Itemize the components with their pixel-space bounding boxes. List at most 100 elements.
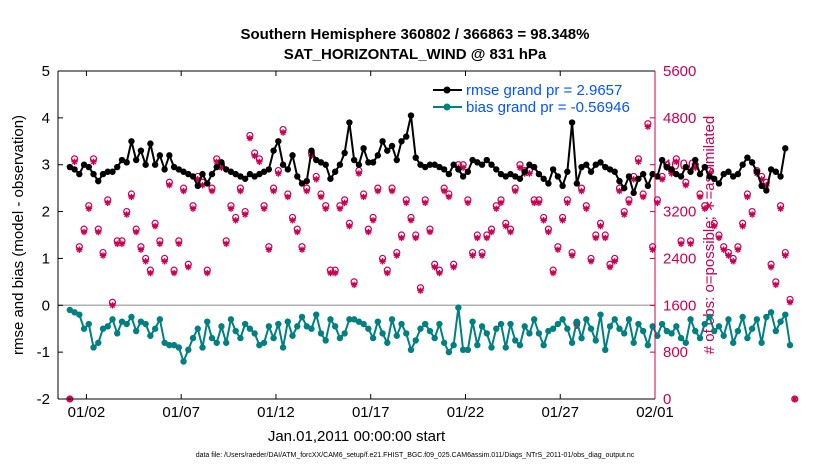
bias-point: [223, 339, 230, 346]
rmse-point: [151, 161, 159, 168]
bias-point: [592, 337, 599, 344]
obs-assimilated-point: [379, 258, 386, 265]
bias-point: [630, 339, 637, 346]
bias-point: [123, 320, 130, 328]
rmse-point: [507, 170, 514, 178]
rmse-point: [185, 170, 192, 178]
rmse-point: [516, 175, 524, 182]
obs-assimilated-point: [218, 164, 225, 171]
obs-assimilated-point: [175, 240, 183, 247]
x-tick-label: 01/12: [257, 404, 295, 421]
rmse-point: [227, 168, 235, 175]
obs-assimilated-point: [365, 228, 372, 236]
rmse-point: [526, 161, 533, 168]
bias-point: [673, 323, 680, 330]
obs-assimilated-point: [530, 199, 538, 206]
rmse-point: [393, 156, 400, 164]
obs-assimilated-point: [568, 252, 576, 259]
bias-point: [758, 339, 765, 346]
obs-assimilated-point: [758, 176, 765, 183]
bias-point: [275, 320, 282, 328]
rmse-point: [71, 166, 78, 173]
obs-assimilated-point: [227, 205, 235, 212]
bias-point: [535, 330, 543, 337]
obs-assimilated-point: [137, 246, 145, 253]
bias-point: [393, 332, 400, 339]
obs-assimilated-point: [237, 187, 244, 195]
bias-point: [512, 337, 519, 344]
bias-point: [616, 325, 623, 332]
bias-point: [327, 316, 334, 323]
rmse-point: [422, 163, 429, 171]
rmse-point: [663, 163, 671, 171]
obs-assimilated-point: [748, 211, 756, 218]
rmse-point: [208, 170, 216, 178]
rmse-point: [535, 170, 543, 178]
obs-assimilated-point: [294, 228, 301, 236]
obs-assimilated-point: [185, 264, 192, 271]
rmse-point: [668, 166, 675, 173]
bias-point: [166, 341, 173, 349]
y2-tick-label: 0: [663, 391, 671, 408]
rmse-point: [578, 163, 585, 171]
rmse-point: [502, 173, 509, 180]
rmse-point: [436, 163, 443, 171]
bias-point: [677, 334, 685, 342]
bias-point: [663, 327, 671, 335]
bias-point: [621, 330, 628, 337]
obs-assimilated-point: [791, 395, 798, 403]
rmse-point: [147, 140, 154, 147]
obs-assimilated-point: [407, 217, 415, 224]
y2-axis-label: # of obs: o=possible; ∗=assimilated: [701, 116, 718, 355]
bias-point: [379, 330, 386, 337]
obs-assimilated-point: [388, 187, 396, 195]
obs-assimilated-point: [85, 205, 92, 212]
obs-assimilated-point: [417, 287, 424, 294]
rmse-point: [246, 170, 254, 178]
obs-assimilated-point: [170, 269, 178, 277]
obs-assimilated-point: [711, 223, 718, 230]
obs-assimilated-point: [493, 205, 500, 212]
rmse-point: [706, 173, 713, 180]
rmse-point: [493, 166, 500, 173]
obs-assimilated-point: [639, 193, 647, 201]
obs-assimilated-point: [213, 158, 220, 165]
legend-label: rmse grand pr = 2.9657: [466, 82, 622, 99]
rmse-point: [99, 170, 107, 178]
y-tick-label: -2: [37, 391, 50, 408]
obs-assimilated-point: [398, 234, 405, 242]
bias-point: [786, 341, 794, 349]
x-axis-label: Jan.01,2011 00:00:00 start: [268, 428, 446, 445]
rmse-point: [346, 119, 353, 126]
rmse-point: [469, 156, 476, 164]
rmse-point: [322, 161, 329, 168]
obs-assimilated-point: [734, 246, 742, 253]
rmse-point: [189, 173, 197, 180]
rmse-point: [294, 173, 301, 180]
rmse-point: [132, 156, 140, 164]
obs-assimilated-point: [720, 246, 727, 253]
obs-assimilated-point: [658, 176, 666, 183]
obs-assimilated-point: [118, 240, 126, 247]
rmse-point: [592, 161, 599, 168]
bias-point: [270, 334, 277, 342]
obs-assimilated-point: [578, 187, 585, 195]
bias-point: [440, 339, 448, 346]
y2-tick-label: 4800: [663, 110, 696, 127]
rmse-point: [303, 177, 310, 185]
rmse-point: [654, 173, 661, 180]
x-tick-label: 01/07: [162, 404, 200, 421]
rmse-point: [450, 161, 457, 168]
rmse-point: [341, 149, 348, 157]
rmse-point: [715, 180, 723, 187]
obs-assimilated-point: [729, 258, 737, 265]
obs-assimilated-point: [369, 217, 377, 224]
obs-assimilated-point: [692, 164, 699, 171]
obs-assimilated-point: [393, 252, 400, 259]
bias-point: [71, 309, 78, 316]
obs-assimilated-point: [597, 223, 604, 230]
rmse-point: [76, 170, 83, 178]
bias-point: [289, 332, 296, 339]
y-tick-label: 2: [42, 204, 50, 221]
obs-assimilated-point: [587, 258, 595, 265]
